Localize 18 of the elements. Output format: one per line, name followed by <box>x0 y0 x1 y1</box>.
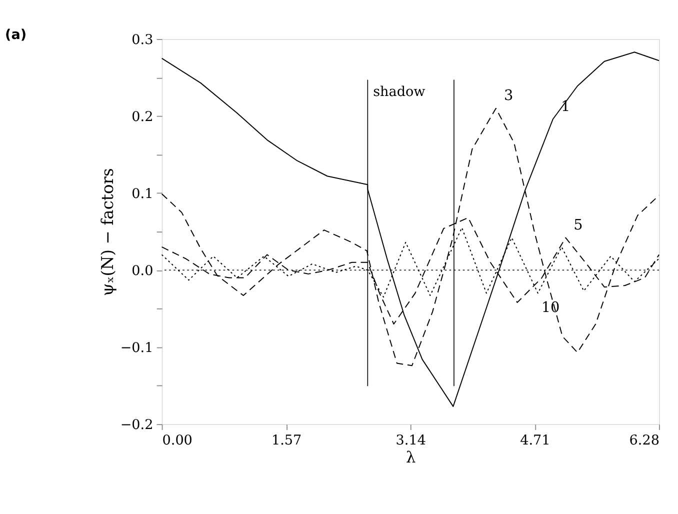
x-tick-label: 6.28 <box>629 432 660 448</box>
ref-line-label: shadow <box>373 84 426 100</box>
y-tick-label: −0.1 <box>120 340 154 356</box>
annotation: 5 <box>574 218 583 234</box>
y-tick-label: 0.1 <box>132 186 154 202</box>
y-tick-label: 0.0 <box>132 263 154 280</box>
y-tick-label: −0.2 <box>120 417 154 434</box>
y-tick-label: 0.2 <box>132 109 154 126</box>
y-tick-label: 0.3 <box>132 32 154 48</box>
x-axis-title: λ <box>406 448 416 467</box>
x-tick-label: 3.14 <box>396 432 426 448</box>
x-tick-label: 0.00 <box>162 432 192 448</box>
text: (a) <box>5 27 27 44</box>
y-axis-title: ψₓ(N) − factors <box>98 168 118 296</box>
x-tick-label: 4.71 <box>520 432 550 448</box>
annotation: 10 <box>541 300 560 316</box>
annotation: 3 <box>504 88 514 104</box>
x-tick-label: 1.57 <box>271 432 302 448</box>
